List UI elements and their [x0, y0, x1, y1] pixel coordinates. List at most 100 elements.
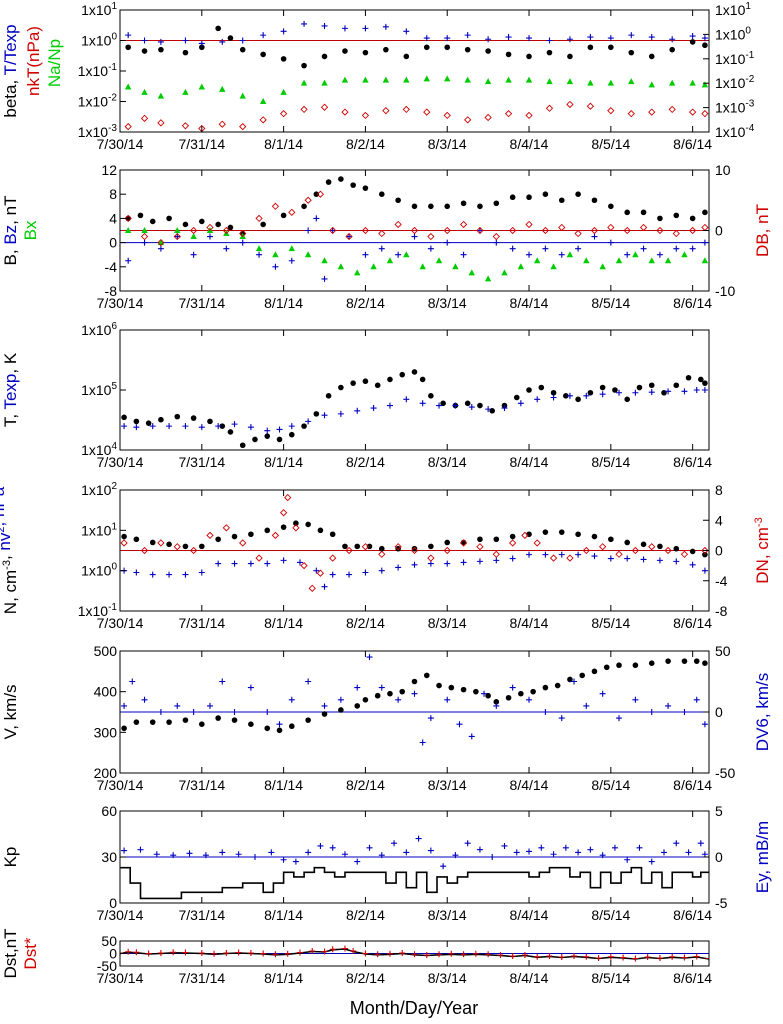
- data-point: [664, 546, 672, 555]
- data-point: [317, 527, 324, 534]
- data-point: [239, 122, 247, 131]
- series-ey: [121, 835, 708, 870]
- data-point: [566, 78, 574, 85]
- data-point: [125, 44, 131, 51]
- data-point: [701, 721, 708, 728]
- data-point: [386, 402, 393, 409]
- data-point: [264, 433, 271, 439]
- data-point: [632, 662, 639, 669]
- data-point: [410, 226, 419, 235]
- data-point: [239, 92, 246, 99]
- x-tick-label: 8/3/14: [428, 777, 467, 793]
- data-point: [149, 218, 156, 225]
- data-point: [436, 951, 443, 958]
- data-point: [403, 53, 410, 60]
- y2-axis-title: DV6, km/s: [753, 673, 772, 751]
- data-point: [550, 394, 557, 401]
- y-axis-title: N, cm-3, nv2, nPa: [0, 486, 20, 614]
- data-point: [182, 49, 189, 56]
- data-point: [668, 105, 676, 114]
- data-point: [173, 543, 181, 551]
- data-point: [428, 543, 434, 550]
- data-point: [279, 110, 288, 118]
- data-point: [354, 407, 361, 414]
- data-point: [304, 251, 312, 258]
- data-point: [526, 696, 533, 703]
- data-point: [231, 709, 238, 715]
- data-point: [296, 559, 303, 566]
- data-point: [509, 245, 516, 252]
- data-point: [648, 53, 655, 60]
- data-point: [476, 226, 484, 235]
- x-tick-label: 8/2/14: [346, 777, 385, 793]
- data-point: [509, 533, 516, 540]
- data-point: [567, 53, 573, 60]
- data-point: [166, 719, 172, 725]
- data-point: [493, 702, 500, 709]
- data-point: [411, 203, 418, 210]
- data-point: [366, 844, 373, 851]
- data-point: [492, 232, 500, 241]
- y2-axis-title: DN, cm-3: [753, 517, 772, 583]
- y2-tick-label: 1x10-2: [715, 74, 755, 91]
- data-point: [223, 245, 230, 252]
- data-point: [473, 688, 479, 695]
- data-point: [170, 852, 177, 859]
- data-point: [673, 245, 680, 252]
- x-tick-label: 8/5/14: [591, 295, 630, 311]
- data-point: [202, 852, 209, 859]
- data-point: [603, 664, 610, 671]
- y-tick-label: 1x10-2: [78, 93, 118, 110]
- data-point: [546, 37, 553, 44]
- x-tick-label: 8/5/14: [591, 136, 630, 152]
- data-point: [624, 539, 630, 546]
- data-point: [378, 245, 385, 252]
- data-point: [411, 545, 418, 552]
- data-point: [681, 251, 688, 258]
- data-point: [173, 232, 181, 241]
- data-point: [313, 567, 320, 574]
- data-point: [149, 719, 156, 725]
- data-point: [121, 533, 127, 540]
- data-point: [166, 571, 173, 578]
- x-tick-label: 7/31/14: [178, 295, 225, 311]
- data-point: [181, 122, 190, 130]
- data-point: [587, 44, 594, 51]
- data-point: [505, 34, 512, 41]
- data-point: [673, 558, 680, 565]
- y-axis-title-2: Dst*: [21, 937, 40, 970]
- y2-tick-label: -5: [715, 895, 728, 911]
- data-point: [681, 709, 688, 715]
- data-point: [481, 690, 488, 697]
- data-point: [464, 400, 471, 407]
- panel-stack: 7/30/14 7/31/14 8/1/14 8/2/14 8/3/14 8/4/14 8/…: [0, 1, 772, 986]
- data-point: [215, 715, 221, 721]
- data-point: [558, 223, 566, 232]
- data-point: [628, 32, 635, 39]
- data-point: [608, 44, 614, 51]
- data-point: [301, 62, 307, 69]
- data-point: [300, 105, 308, 114]
- data-point: [321, 257, 328, 264]
- data-point: [616, 662, 622, 669]
- data-point: [587, 846, 594, 853]
- data-point: [558, 529, 565, 535]
- data-point: [620, 954, 627, 961]
- panel-kp-ey: 7/30/14 7/31/14 8/1/14 8/2/14 8/3/14 8/4/14 8/…: [1, 803, 772, 923]
- data-point: [452, 402, 459, 409]
- data-point: [599, 384, 606, 391]
- data-point: [329, 531, 336, 538]
- data-point: [623, 226, 631, 235]
- data-point: [423, 35, 430, 42]
- data-point: [525, 111, 533, 120]
- data-point: [157, 709, 164, 715]
- data-point: [141, 48, 148, 54]
- x-tick-label: 8/6/14: [673, 907, 712, 923]
- y-tick-label: 1x101: [81, 1, 117, 18]
- data-point: [648, 108, 656, 116]
- data-point: [468, 269, 475, 276]
- data-point: [558, 715, 565, 722]
- y2-tick-label: 1x10-4: [715, 123, 755, 140]
- data-point: [255, 554, 263, 562]
- data-point: [443, 546, 451, 555]
